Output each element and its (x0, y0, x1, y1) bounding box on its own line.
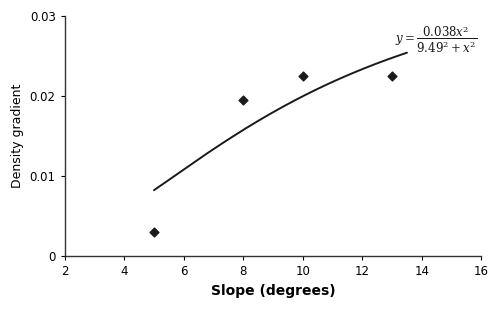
X-axis label: Slope (degrees): Slope (degrees) (210, 284, 336, 298)
Point (388, 74, 396, 78)
Point (299, 74, 307, 78)
Y-axis label: Density gradient: Density gradient (11, 84, 24, 188)
Point (240, 98, 248, 103)
Point (150, 230, 158, 235)
Text: $y = \dfrac{0.038x^2}{9.49^2 + x^2}$: $y = \dfrac{0.038x^2}{9.49^2 + x^2}$ (395, 23, 477, 55)
